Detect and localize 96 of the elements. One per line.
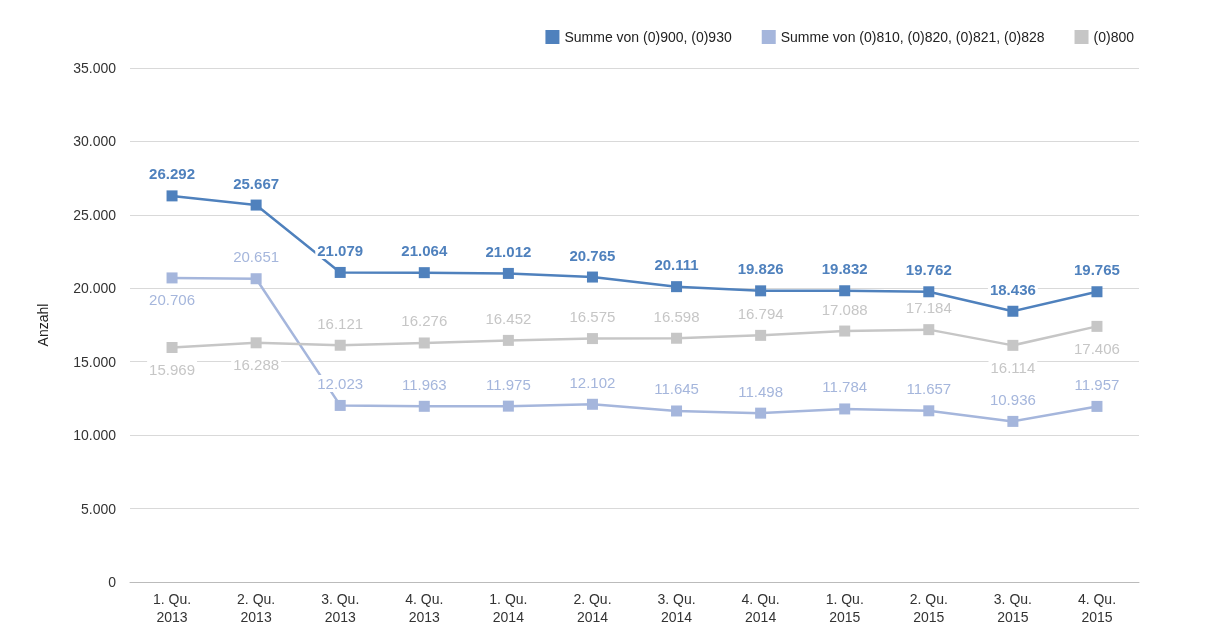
point bbox=[166, 272, 178, 284]
data-label: 16.276 bbox=[401, 312, 448, 330]
data-label: 20.651 bbox=[233, 248, 280, 266]
point bbox=[923, 286, 935, 298]
data-label: 19.765 bbox=[1074, 261, 1120, 279]
data-label: 11.784 bbox=[822, 378, 868, 396]
point bbox=[755, 329, 767, 341]
point bbox=[1091, 400, 1103, 412]
x-tick-label: 3. Qu. 2013 bbox=[321, 591, 360, 625]
point bbox=[839, 285, 851, 297]
point bbox=[1007, 415, 1019, 427]
data-label: 10.936 bbox=[989, 390, 1036, 408]
point bbox=[250, 199, 262, 211]
point bbox=[755, 285, 767, 297]
data-label: 11.657 bbox=[906, 380, 952, 398]
point bbox=[250, 337, 262, 349]
y-tick-label: 30.000 bbox=[73, 133, 117, 150]
data-label: 19.832 bbox=[821, 260, 868, 278]
point bbox=[334, 399, 346, 411]
data-label: 15.969 bbox=[149, 360, 195, 378]
point bbox=[1091, 320, 1103, 332]
point bbox=[418, 400, 430, 412]
data-label: 20.706 bbox=[149, 291, 195, 309]
y-tick-label: 0 bbox=[108, 574, 117, 590]
point bbox=[755, 407, 767, 419]
x-tick-label: 2. Qu. 2014 bbox=[573, 591, 612, 625]
data-label: 25.667 bbox=[233, 174, 280, 192]
point bbox=[502, 400, 514, 412]
y-tick-label: 25.000 bbox=[73, 206, 117, 223]
x-tick-label: 2. Qu. 2015 bbox=[909, 591, 948, 625]
y-tick-label: 15.000 bbox=[73, 353, 117, 370]
data-label: 20.765 bbox=[569, 246, 616, 264]
x-tick-label: 3. Qu. 2015 bbox=[993, 591, 1032, 625]
point bbox=[418, 267, 430, 279]
data-label: 26.292 bbox=[149, 165, 195, 183]
data-label: 21.064 bbox=[401, 242, 448, 260]
point bbox=[671, 405, 683, 417]
x-tick-label: 4. Qu. 2015 bbox=[1077, 591, 1117, 625]
data-label: 16.794 bbox=[737, 304, 784, 322]
point bbox=[1091, 286, 1103, 298]
legend-label: Summe von (0)810, (0)820, (0)821, (0)828 bbox=[780, 29, 1045, 45]
point bbox=[923, 405, 935, 417]
x-tick-label: 1. Qu. 2013 bbox=[152, 591, 192, 625]
x-tick-label: 2. Qu. 2013 bbox=[237, 591, 276, 625]
legend-label: (0)800 bbox=[1093, 29, 1135, 45]
data-label: 18.436 bbox=[989, 280, 1036, 298]
data-label: 19.762 bbox=[905, 261, 952, 279]
data-label: 11.957 bbox=[1074, 375, 1120, 393]
point bbox=[166, 341, 178, 353]
point bbox=[586, 333, 598, 345]
data-label: 11.963 bbox=[401, 375, 447, 393]
point bbox=[1007, 339, 1019, 351]
y-axis-title: Anzahl bbox=[35, 303, 51, 347]
data-label: 16.598 bbox=[653, 307, 700, 325]
point bbox=[502, 267, 514, 279]
data-label: 20.111 bbox=[654, 256, 699, 274]
data-label: 19.826 bbox=[737, 260, 784, 278]
data-label: 16.114 bbox=[990, 358, 1036, 376]
point bbox=[166, 190, 178, 202]
point bbox=[839, 325, 851, 337]
y-tick-label: 35.000 bbox=[73, 60, 117, 76]
data-label: 16.288 bbox=[233, 356, 280, 374]
point bbox=[586, 398, 598, 410]
data-label: 17.088 bbox=[821, 300, 868, 318]
x-tick-label: 1. Qu. 2015 bbox=[825, 591, 864, 625]
data-label: 11.645 bbox=[654, 380, 699, 398]
point bbox=[418, 337, 430, 349]
point bbox=[334, 266, 346, 278]
point bbox=[671, 332, 683, 344]
data-label: 16.452 bbox=[485, 309, 532, 327]
data-label: 16.575 bbox=[569, 308, 616, 326]
point bbox=[1007, 305, 1019, 317]
data-label: 12.023 bbox=[317, 374, 364, 392]
point bbox=[250, 273, 262, 285]
point bbox=[502, 334, 514, 346]
point bbox=[839, 403, 851, 415]
data-label: 11.498 bbox=[738, 382, 784, 400]
x-tick-label: 3. Qu. 2014 bbox=[657, 591, 696, 625]
data-label: 17.406 bbox=[1074, 339, 1120, 357]
data-label: 16.121 bbox=[317, 314, 364, 332]
x-tick-label: 4. Qu. 2013 bbox=[405, 591, 444, 625]
data-label: 17.184 bbox=[905, 299, 952, 317]
y-tick-label: 10.000 bbox=[73, 427, 117, 444]
data-label: 12.102 bbox=[569, 373, 616, 391]
data-label: 21.079 bbox=[317, 241, 364, 259]
y-tick-label: 5.000 bbox=[80, 500, 117, 517]
y-tick-label: 20.000 bbox=[73, 280, 117, 297]
point bbox=[671, 281, 683, 293]
legend-label: Summe von (0)900, (0)930 bbox=[564, 29, 732, 45]
data-label: 21.012 bbox=[485, 242, 532, 260]
data-label: 11.975 bbox=[485, 375, 531, 393]
point bbox=[334, 339, 346, 351]
x-tick-label: 4. Qu. 2014 bbox=[741, 591, 780, 625]
point bbox=[923, 324, 935, 336]
point bbox=[586, 271, 598, 283]
x-tick-label: 1. Qu. 2014 bbox=[489, 591, 528, 625]
